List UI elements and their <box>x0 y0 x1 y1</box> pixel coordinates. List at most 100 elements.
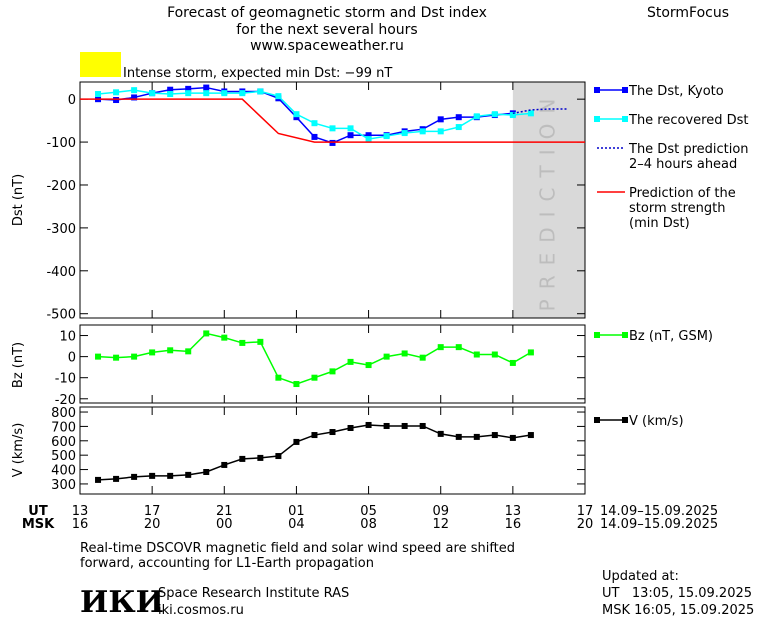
footer-note: Real-time DSCOVR magnetic field and sola… <box>80 541 515 571</box>
x-tick-label: 00 <box>216 517 233 532</box>
y-tick-label: 300 <box>51 478 76 493</box>
point <box>455 114 462 121</box>
point <box>509 434 516 441</box>
x-tick-label: 13 <box>505 504 522 519</box>
point <box>401 350 408 357</box>
legend-marker <box>594 87 600 93</box>
updated-label: Updated at: <box>602 569 679 584</box>
legend-marker <box>622 116 628 122</box>
point <box>437 128 444 135</box>
y-tick-label: -100 <box>46 136 76 151</box>
point <box>437 430 444 437</box>
point <box>383 422 390 429</box>
x-tick-label: 12 <box>432 517 449 532</box>
point <box>257 454 264 461</box>
point <box>95 91 102 98</box>
point <box>185 471 192 478</box>
point <box>491 111 498 118</box>
x-axis-label: UT <box>28 504 48 519</box>
point <box>365 421 372 428</box>
point <box>347 125 354 132</box>
y-tick-label: -20 <box>55 393 76 408</box>
x-tick-label: 21 <box>216 504 233 519</box>
point <box>437 344 444 351</box>
point <box>473 113 480 120</box>
point <box>329 125 336 132</box>
plot-frame <box>79 324 586 404</box>
y-tick-label: -300 <box>46 222 76 237</box>
updated-msk: MSK 16:05, 15.09.2025 <box>602 603 754 618</box>
point <box>149 349 156 356</box>
legend-marker <box>594 332 600 338</box>
point <box>401 130 408 137</box>
point <box>113 475 120 482</box>
point <box>491 432 498 439</box>
point <box>527 110 534 117</box>
y-tick-label: 0 <box>68 93 76 108</box>
x-tick-label: 01 <box>288 504 305 519</box>
legend-label: Bz (nT, GSM) <box>629 329 713 344</box>
y-tick-label: 400 <box>51 464 76 479</box>
point <box>491 351 498 358</box>
point <box>221 90 228 97</box>
point <box>473 351 480 358</box>
point <box>113 89 120 96</box>
x-axis-label: MSK <box>22 517 55 532</box>
y-tick-label: -500 <box>46 308 76 323</box>
y-tick-label: 10 <box>59 330 76 345</box>
point <box>113 354 120 361</box>
y-tick-label: -400 <box>46 265 76 280</box>
point <box>239 339 246 346</box>
point <box>257 88 264 95</box>
x-tick-label: 20 <box>577 517 594 532</box>
point <box>221 461 228 468</box>
point <box>311 133 318 140</box>
legend-marker <box>622 332 628 338</box>
point <box>401 422 408 429</box>
point <box>419 128 426 135</box>
y-tick-label: 800 <box>51 406 76 421</box>
band-label: PREDICTION <box>535 89 559 312</box>
x-tick-label: 20 <box>144 517 161 532</box>
point <box>167 86 174 93</box>
plot-frame <box>79 406 586 495</box>
point <box>131 87 138 94</box>
x-tick-label: 04 <box>288 517 305 532</box>
y-axis-label: Dst (nT) <box>11 174 26 226</box>
point <box>131 94 138 101</box>
x-tick-label: 13 <box>72 504 89 519</box>
point <box>527 349 534 356</box>
legend-marker <box>622 417 628 423</box>
annotation: Intense storm, expected min Dst: −99 nT <box>123 66 392 81</box>
y-tick-label: -10 <box>55 372 76 387</box>
plot-frame <box>79 81 586 319</box>
series-line <box>512 108 567 115</box>
legend-label: V (km/s) <box>629 414 684 429</box>
point <box>203 90 210 97</box>
series-line <box>80 98 585 143</box>
y-axis-label: V (km/s) <box>11 423 26 478</box>
point <box>167 91 174 98</box>
title-line: Forecast of geomagnetic storm and Dst in… <box>167 5 487 21</box>
point <box>527 432 534 439</box>
point <box>347 132 354 139</box>
point <box>203 84 210 91</box>
point <box>365 136 372 143</box>
prediction-band <box>512 82 585 318</box>
y-tick-label: 500 <box>51 449 76 464</box>
point <box>365 362 372 369</box>
point <box>95 353 102 360</box>
x-tick-label: 16 <box>505 517 522 532</box>
legend-marker <box>622 87 628 93</box>
legend-label: The Dst prediction 2–4 hours ahead <box>628 142 749 172</box>
point <box>419 354 426 361</box>
logo: ИКИ <box>80 585 164 620</box>
point <box>167 347 174 354</box>
site: iki.cosmos.ru <box>158 603 244 618</box>
point <box>365 132 372 139</box>
point <box>383 133 390 140</box>
point <box>131 353 138 360</box>
point <box>293 111 300 118</box>
institute: Space Research Institute RAS <box>158 586 349 601</box>
